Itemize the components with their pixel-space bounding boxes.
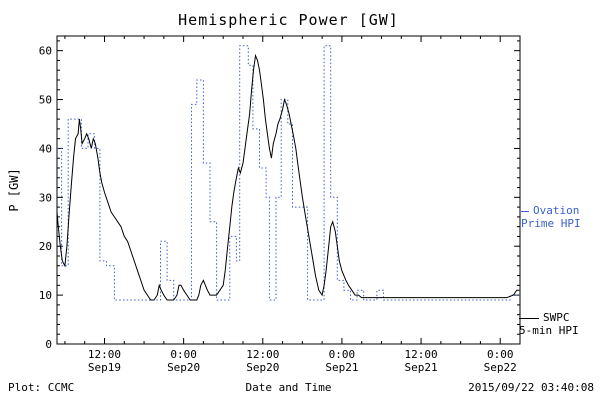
swpc-5-min-hpi-series-line: [56, 53, 520, 301]
y-tick-label: 50: [39, 94, 52, 107]
x-tick-time-label: 12:00: [405, 348, 438, 361]
swpc-legend-label-line2: 5-min HPI: [519, 324, 579, 337]
x-tick-date-label: Sep21: [325, 361, 358, 374]
ovation-legend-label-line1: Ovation: [533, 204, 580, 217]
x-tick-date-label: Sep21: [405, 361, 438, 374]
legend-ovation-prime-hpi: Ovation Prime HPI: [521, 204, 581, 230]
x-tick-time-label: 0:00: [487, 348, 514, 361]
x-tick-date-label: Sep22: [484, 361, 517, 374]
y-tick-label: 0: [45, 338, 52, 351]
swpc-legend-dash: [519, 317, 539, 319]
x-tick-date-label: Sep20: [167, 361, 200, 374]
ovation-prime-hpi-series-line: [57, 45, 520, 301]
y-tick-label: 20: [39, 240, 52, 253]
y-tick-label: 40: [39, 142, 52, 155]
chart-title: Hemispheric Power [GW]: [178, 11, 399, 29]
ovation-legend-label-line2: Prime HPI: [521, 217, 581, 230]
plot-border: [56, 35, 521, 345]
x-tick-time-label: 0:00: [329, 348, 356, 361]
x-tick-date-label: Sep19: [88, 361, 121, 374]
swpc-legend-label-line1: SWPC: [543, 311, 570, 324]
x-tick-time-label: 0:00: [170, 348, 197, 361]
plot-source-label: Plot: CCMC: [8, 381, 75, 394]
ovation-legend-dash: [521, 210, 529, 212]
y-tick-label: 60: [39, 45, 52, 58]
legend-swpc-5min-hpi: SWPC 5-min HPI: [519, 311, 579, 337]
x-tick-date-label: Sep20: [246, 361, 279, 374]
x-tick-time-label: 12:00: [88, 348, 121, 361]
plot-timestamp: 2015/09/22 03:40:08: [468, 381, 594, 394]
x-tick-time-label: 12:00: [246, 348, 279, 361]
y-tick-label: 30: [39, 191, 52, 204]
y-tick-label: 10: [39, 289, 52, 302]
x-axis-label: Date and Time: [245, 381, 332, 394]
